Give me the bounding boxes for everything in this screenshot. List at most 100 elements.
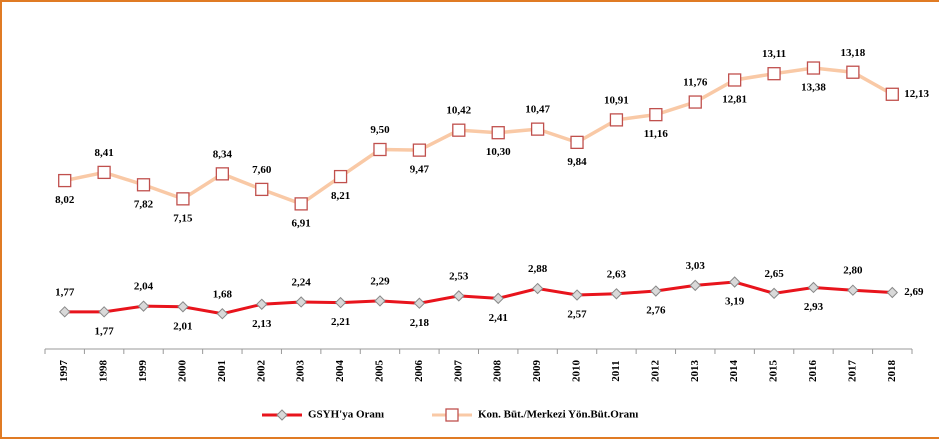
marker — [216, 308, 229, 320]
marker — [885, 87, 899, 101]
data-label: 3,19 — [725, 296, 745, 308]
data-label: 1,77 — [94, 325, 114, 337]
marker — [570, 135, 584, 150]
x-tick-label: 2003 — [295, 360, 307, 383]
marker — [136, 178, 151, 192]
marker — [97, 165, 111, 180]
marker — [846, 65, 860, 79]
marker — [530, 122, 545, 136]
x-tick-label: 2001 — [216, 360, 228, 382]
marker — [806, 61, 821, 75]
data-label: 2,04 — [134, 281, 154, 293]
data-label: 8,34 — [213, 148, 233, 160]
marker — [333, 169, 348, 184]
x-tick-label: 2010 — [571, 360, 583, 383]
data-label: 3,03 — [686, 260, 706, 272]
x-tick-label: 2005 — [374, 360, 386, 383]
data-label: 2,21 — [331, 316, 350, 328]
marker — [255, 182, 269, 197]
marker — [453, 290, 465, 302]
data-label: 13,38 — [801, 82, 826, 94]
data-label: 12,81 — [722, 94, 747, 106]
x-tick-label: 2012 — [649, 360, 661, 383]
marker — [176, 192, 190, 206]
data-label: 2,57 — [567, 309, 587, 321]
data-label: 2,93 — [804, 301, 824, 313]
x-tick-label: 2009 — [531, 360, 543, 383]
data-label: 13,18 — [841, 47, 866, 59]
data-label: 1,68 — [213, 288, 233, 300]
data-label: 10,91 — [604, 94, 629, 106]
marker — [445, 408, 459, 422]
marker — [649, 107, 663, 122]
x-tick-label: 1998 — [98, 360, 110, 383]
marker — [767, 67, 781, 81]
marker — [610, 288, 623, 300]
data-label: 2,29 — [370, 275, 390, 287]
marker — [609, 113, 624, 127]
marker — [177, 301, 189, 313]
data-label: 12,13 — [904, 88, 929, 100]
marker — [412, 143, 427, 157]
data-label: 2,63 — [607, 268, 627, 280]
x-tick-label: 2016 — [807, 360, 819, 383]
marker — [374, 295, 386, 307]
data-label: 2,69 — [904, 286, 924, 298]
marker — [295, 296, 307, 308]
marker — [492, 292, 504, 305]
x-tick-label: 2017 — [846, 360, 858, 383]
data-label: 8,41 — [94, 147, 113, 159]
data-label: 2,76 — [646, 305, 666, 317]
x-tick-label: 2004 — [334, 360, 346, 383]
data-label: 7,15 — [173, 212, 193, 224]
marker — [768, 287, 780, 300]
data-label: 6,91 — [292, 217, 311, 229]
data-label: 10,42 — [446, 105, 471, 117]
data-label: 7,82 — [134, 198, 154, 210]
x-tick-label: 2002 — [255, 360, 267, 383]
data-label: 11,16 — [644, 128, 669, 140]
marker — [452, 123, 466, 137]
marker — [688, 95, 702, 109]
marker — [886, 286, 899, 299]
data-label: 10,47 — [525, 104, 550, 116]
data-label: 7,60 — [252, 164, 272, 176]
x-tick-label: 2013 — [689, 360, 701, 383]
marker — [98, 306, 110, 318]
x-tick-label: 2007 — [452, 360, 464, 383]
marker — [294, 197, 308, 211]
x-tick-label: 2014 — [728, 360, 740, 383]
data-label: 2,88 — [528, 263, 548, 275]
x-tick-label: 2015 — [768, 360, 780, 383]
series-line — [64, 66, 894, 206]
x-tick-label: 1999 — [137, 360, 149, 383]
marker — [256, 298, 268, 310]
data-label: 9,47 — [410, 164, 430, 176]
marker — [807, 281, 820, 294]
marker — [58, 173, 72, 188]
x-tick-label: 1997 — [58, 360, 70, 383]
data-label: 2,18 — [410, 317, 430, 329]
x-tick-label: 2000 — [176, 360, 188, 383]
data-label: 13,11 — [762, 48, 786, 60]
marker — [491, 126, 505, 140]
data-label: 10,30 — [486, 146, 511, 158]
data-label: 2,53 — [449, 270, 469, 282]
data-label: 9,50 — [370, 124, 390, 136]
marker — [276, 409, 288, 421]
x-tick-label: 2008 — [492, 360, 504, 383]
data-label: 2,01 — [173, 320, 192, 332]
marker — [58, 306, 71, 318]
marker — [137, 300, 150, 312]
marker — [334, 296, 347, 309]
series-line — [64, 280, 893, 316]
x-tick-label: 2006 — [413, 360, 425, 383]
data-label: 2,80 — [843, 265, 863, 277]
data-label: 2,24 — [292, 276, 312, 288]
data-label: 8,02 — [55, 194, 75, 206]
data-label: 9,84 — [567, 156, 587, 168]
data-label: 1,77 — [55, 286, 75, 298]
marker — [728, 73, 742, 87]
